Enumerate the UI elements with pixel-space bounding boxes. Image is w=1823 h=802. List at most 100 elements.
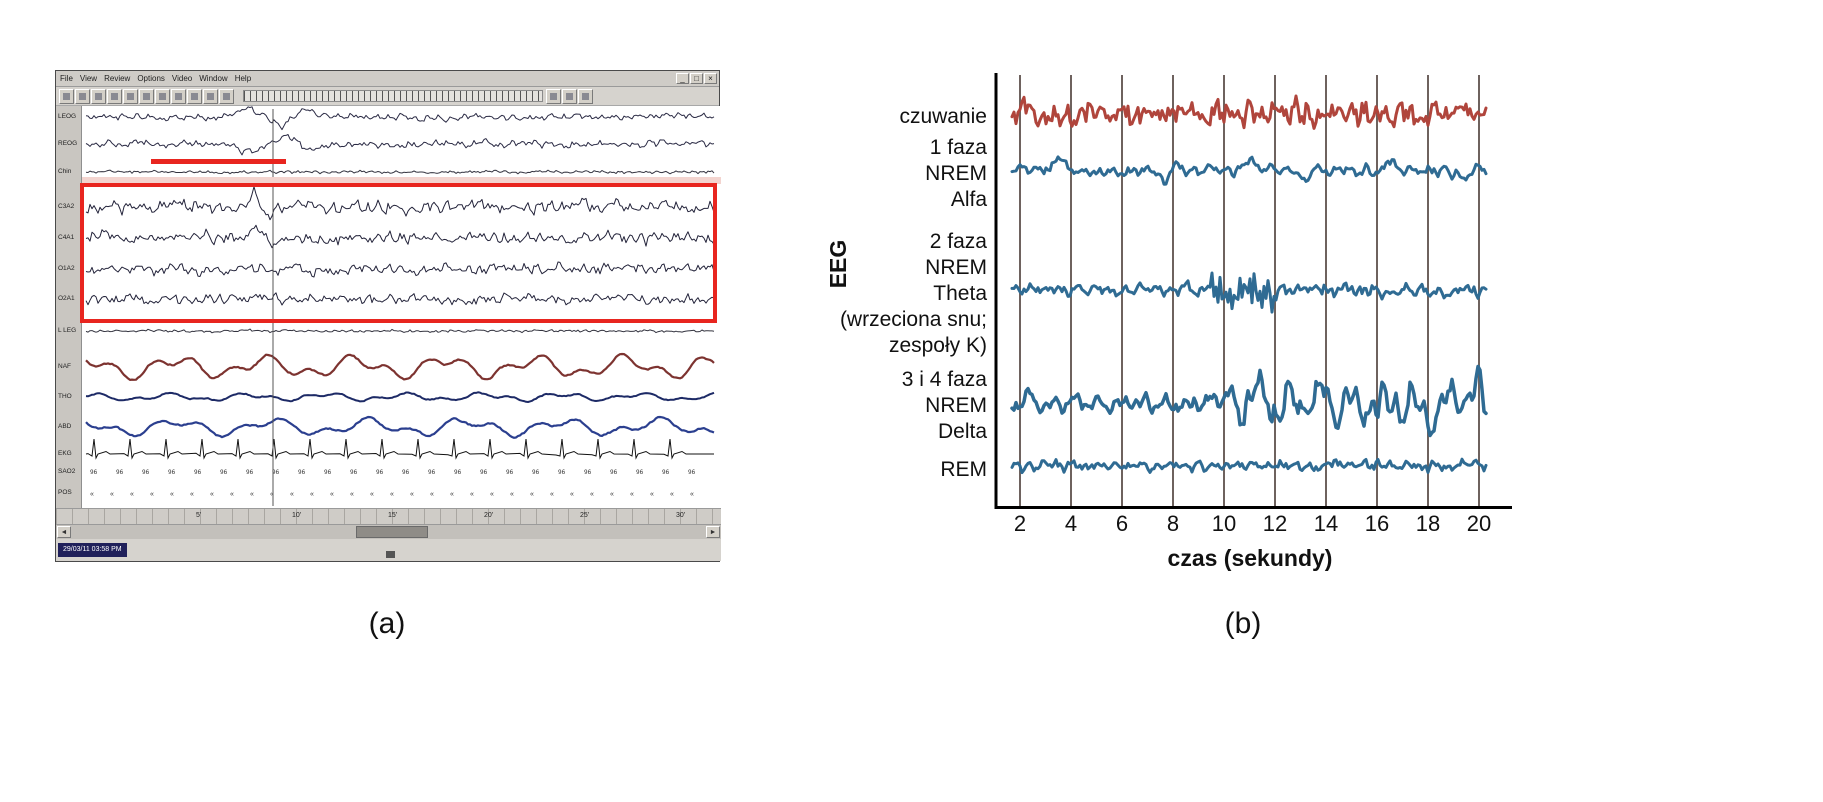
title-menu-bar: File View Review Options Video Window Help _ □ ×	[56, 71, 719, 87]
toolbar-button[interactable]	[123, 88, 138, 104]
sao2-value-mark: 96	[610, 469, 618, 476]
body-position-mark: «	[350, 491, 354, 498]
body-position-mark: «	[670, 491, 674, 498]
body-position-mark: «	[550, 491, 554, 498]
sao2-value-mark: 96	[636, 469, 644, 476]
body-position-mark: «	[130, 491, 134, 498]
sao2-value-mark: 96	[324, 469, 332, 476]
body-position-mark: «	[570, 491, 574, 498]
x-tick-label: 16	[1365, 511, 1389, 536]
close-icon[interactable]: ×	[704, 73, 717, 84]
toolbar-button-group-right	[543, 88, 596, 104]
sao2-value-mark: 96	[662, 469, 670, 476]
window-controls: _ □ ×	[676, 73, 719, 84]
x-tick-label: 4	[1065, 511, 1077, 536]
toolbar-button[interactable]	[546, 88, 561, 104]
channel-label-o2a1: O2A1	[58, 295, 75, 302]
annotation-red-box-eeg-channels	[80, 183, 717, 323]
channel-label-reog: REOG	[58, 140, 78, 147]
trace-l-leg	[85, 328, 715, 334]
x-tick-label: 12	[1263, 511, 1287, 536]
scrollbar-thumb[interactable]	[356, 526, 428, 538]
scroll-left-arrow-icon[interactable]: ◄	[57, 526, 71, 538]
toolbar-button-group-left	[56, 88, 237, 104]
status-bar: 29/03/11 03:58 PM	[56, 539, 721, 561]
channel-label-c3a2: C3A2	[58, 203, 75, 210]
menu-item-options[interactable]: Options	[137, 74, 165, 83]
horizontal-scrollbar[interactable]: ◄ ►	[56, 524, 721, 539]
channel-label-column: LEOG REOG Chin C3A2 C4A1 O1A2 O2A1 L LEG NAF THO A…	[56, 106, 82, 508]
toolbar-button[interactable]	[75, 88, 90, 104]
toolbar-button[interactable]	[171, 88, 186, 104]
body-position-mark: «	[250, 491, 254, 498]
eeg-trace-nrem34	[1010, 364, 1488, 438]
toolbar-button[interactable]	[578, 88, 593, 104]
body-position-mark: «	[690, 491, 694, 498]
sao2-value-mark: 96	[558, 469, 566, 476]
sao2-value-mark: 96	[142, 469, 150, 476]
sao2-value-mark: 96	[298, 469, 306, 476]
status-time-text: 29/03/11 03:58 PM	[58, 543, 127, 557]
minimize-icon[interactable]: _	[676, 73, 689, 84]
x-tick-label: 8	[1167, 511, 1179, 536]
menu-item-file[interactable]: File	[60, 74, 73, 83]
sao2-value-mark: 96	[584, 469, 592, 476]
body-position-mark: «	[290, 491, 294, 498]
sao2-value-mark: 96	[506, 469, 514, 476]
x-tick-label: 2	[1014, 511, 1026, 536]
body-position-mark: «	[410, 491, 414, 498]
caption-b: (b)	[1224, 607, 1262, 640]
sleep-stage-label-nrem2: 2 faza NREM Theta (wrzeciona snu; zespoły K)	[839, 230, 987, 357]
time-label: 10'	[292, 512, 302, 519]
channel-label-pos: POS	[58, 489, 72, 496]
body-position-mark: «	[110, 491, 114, 498]
menu-item-view[interactable]: View	[79, 74, 98, 83]
toolbar-button[interactable]	[203, 88, 218, 104]
sao2-value-mark: 96	[402, 469, 410, 476]
sao2-value-mark: 96	[350, 469, 358, 476]
time-axis-bar: 5' 10' 15' 20' 25' 30'	[56, 508, 721, 524]
scroll-right-arrow-icon[interactable]: ►	[706, 526, 720, 538]
trace-tho	[85, 391, 715, 403]
sao2-value-mark: 96	[168, 469, 176, 476]
menu-item-review[interactable]: Review	[104, 74, 131, 83]
caption-a: (a)	[368, 607, 406, 640]
trace-naf	[85, 352, 715, 381]
trace-leog	[85, 106, 715, 131]
toolbar-button[interactable]	[59, 88, 74, 104]
eeg-trace-wake	[1010, 94, 1488, 130]
body-position-mark: «	[370, 491, 374, 498]
body-position-mark: «	[630, 491, 634, 498]
eeg-trace-rem	[1010, 457, 1488, 475]
body-position-mark: «	[230, 491, 234, 498]
toolbar-button[interactable]	[155, 88, 170, 104]
toolbar-button[interactable]	[91, 88, 106, 104]
epoch-ruler[interactable]	[243, 90, 543, 102]
sleep-stage-label-nrem1: 1 faza NREM Alfa	[925, 136, 987, 211]
channel-label-ekg: EKG	[58, 450, 72, 457]
sao2-value-mark: 96	[688, 469, 696, 476]
toolbar-button[interactable]	[139, 88, 154, 104]
time-label: 25'	[580, 512, 590, 519]
toolbar-button[interactable]	[107, 88, 122, 104]
time-label: 20'	[484, 512, 494, 519]
sao2-value-mark: 96	[428, 469, 436, 476]
toolbar-button[interactable]	[187, 88, 202, 104]
highlighted-row-strip	[82, 177, 721, 184]
time-label: 5'	[196, 512, 202, 519]
toolbar-button[interactable]	[562, 88, 577, 104]
maximize-icon[interactable]: □	[690, 73, 703, 84]
body-position-mark: «	[190, 491, 194, 498]
menu-bar: File View Review Options Video Window Help	[56, 74, 676, 83]
x-tick-label: 6	[1116, 511, 1128, 536]
menu-item-video[interactable]: Video	[171, 74, 193, 83]
body-position-mark: «	[330, 491, 334, 498]
menu-item-window[interactable]: Window	[199, 74, 228, 83]
trace-ekg	[85, 438, 714, 460]
trace-display-area: 96 96 96 96 96 96 96 96 96 96 96 96 96 96 96 96 96 96 96 96…	[56, 106, 721, 508]
sleep-stage-label-nrem34: 3 i 4 faza NREM Delta	[901, 368, 987, 443]
body-position-mark: «	[590, 491, 594, 498]
toolbar-button[interactable]	[219, 88, 234, 104]
menu-item-help[interactable]: Help	[234, 74, 252, 83]
